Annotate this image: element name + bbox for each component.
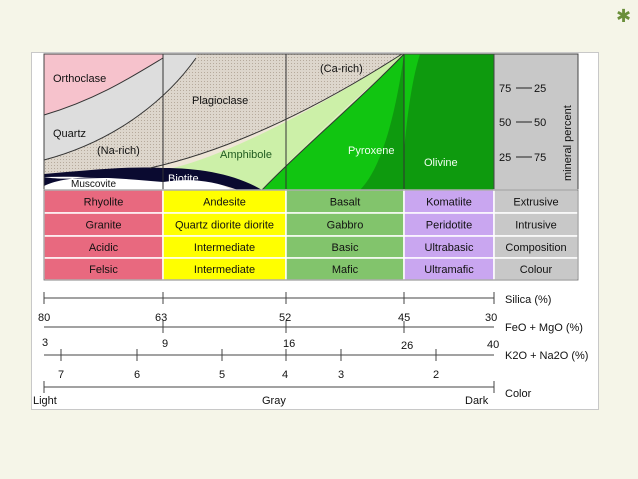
silica-value-30: 30 bbox=[485, 312, 497, 324]
legend-right-50: 50 bbox=[534, 117, 546, 129]
table-cell-text: Felsic bbox=[89, 264, 118, 276]
table-cell-text: Intrusive bbox=[515, 220, 557, 232]
table-cell-text: Quartz diorite diorite bbox=[175, 220, 274, 232]
label-amphibole: Amphibole bbox=[220, 149, 272, 161]
table-cell-text: Ultrabasic bbox=[425, 242, 474, 254]
table-cell-text: Colour bbox=[520, 264, 553, 276]
biotite-tail bbox=[44, 177, 110, 186]
table-cell-text: Intermediate bbox=[194, 242, 255, 254]
k2o-value-7: 7 bbox=[58, 369, 64, 381]
feo-value-26: 26 bbox=[401, 340, 413, 352]
table-cell-text: Extrusive bbox=[513, 197, 558, 209]
color-dark: Dark bbox=[465, 395, 489, 407]
label-muscovite: Muscovite bbox=[71, 179, 116, 190]
table-cell-text: Mafic bbox=[332, 264, 359, 276]
legend-left-50: 50 bbox=[499, 117, 511, 129]
legend-left-75: 75 bbox=[499, 83, 511, 95]
legend-title: mineral percent bbox=[562, 105, 574, 181]
label-quartz: Quartz bbox=[53, 128, 86, 140]
table-cell-text: Andesite bbox=[203, 197, 246, 209]
label-olivine: Olivine bbox=[424, 157, 458, 169]
orthoclase-boundary bbox=[43, 57, 164, 116]
silica-label: Silica (%) bbox=[505, 294, 551, 306]
table-cell-text: Komatiite bbox=[426, 197, 472, 209]
k2o-value-5: 5 bbox=[219, 369, 225, 381]
color-gray: Gray bbox=[262, 395, 286, 407]
label-biotite: Biotite bbox=[168, 173, 199, 185]
color-light: Light bbox=[33, 395, 57, 407]
table-cell-text: Intermediate bbox=[194, 264, 255, 276]
biotite-band bbox=[44, 167, 262, 190]
label-ca-rich: (Ca-rich) bbox=[320, 63, 363, 75]
pyroxene-boundary bbox=[261, 53, 405, 191]
legend-left-25: 25 bbox=[499, 152, 511, 164]
pyroxene-region bbox=[262, 54, 404, 190]
k2o-label: K2O + Na2O (%) bbox=[505, 350, 588, 362]
feo-value-3: 3 bbox=[42, 337, 48, 349]
feo-label: FeO + MgO (%) bbox=[505, 322, 583, 334]
rock-table: Rhyolite Granite Acidic Felsic Andesite Quart… bbox=[43, 189, 579, 281]
olivine-overlap bbox=[360, 54, 404, 190]
plagioclase-region bbox=[44, 54, 402, 175]
k2o-value-6: 6 bbox=[134, 369, 140, 381]
table-cell-text: Composition bbox=[505, 242, 566, 254]
k2o-value-3: 3 bbox=[338, 369, 344, 381]
table-cell-text: Peridotite bbox=[426, 220, 472, 232]
silica-value-45: 45 bbox=[398, 312, 410, 324]
olivine-region bbox=[404, 54, 494, 190]
table-cell-text: Acidic bbox=[89, 242, 119, 254]
label-pyroxene: Pyroxene bbox=[348, 145, 394, 157]
table-border bbox=[43, 189, 579, 281]
plagioclase-boundary bbox=[149, 53, 403, 169]
silica-value-80: 80 bbox=[38, 312, 50, 324]
color-label: Color bbox=[505, 388, 532, 400]
orthoclase-region bbox=[44, 54, 163, 115]
amphibole-region-2 bbox=[163, 54, 402, 190]
feo-value-16: 16 bbox=[283, 338, 295, 350]
scales: Silica (%) 80 63 52 45 30 FeO + MgO (%) … bbox=[33, 292, 588, 407]
feo-value-9: 9 bbox=[162, 338, 168, 350]
table-cell-text: Gabbro bbox=[327, 220, 364, 232]
legend-right-75: 75 bbox=[534, 152, 546, 164]
silica-value-52: 52 bbox=[279, 312, 291, 324]
table-cell-text: Basic bbox=[332, 242, 359, 254]
quartz-boundary bbox=[43, 57, 197, 161]
pyroxene-pocket bbox=[404, 54, 420, 150]
table-cell-text: Ultramafic bbox=[424, 264, 474, 276]
table-cell-text: Basalt bbox=[330, 197, 361, 209]
table-cell-text: Granite bbox=[85, 220, 121, 232]
label-na-rich: (Na-rich) bbox=[97, 145, 140, 157]
k2o-value-4: 4 bbox=[282, 369, 288, 381]
legend-right-25: 25 bbox=[534, 83, 546, 95]
label-plagioclase: Plagioclase bbox=[192, 95, 248, 107]
feo-value-40: 40 bbox=[487, 339, 499, 351]
label-orthoclase: Orthoclase bbox=[53, 73, 106, 85]
asterisk-icon: ✱ bbox=[616, 6, 632, 27]
table-cell-text: Rhyolite bbox=[84, 197, 124, 209]
mineral-percent-legend: 75 50 25 25 50 75 mineral percent bbox=[493, 53, 579, 191]
silica-value-63: 63 bbox=[155, 312, 167, 324]
quartz-region bbox=[44, 54, 196, 160]
k2o-value-2: 2 bbox=[433, 369, 439, 381]
mineral-chart: Orthoclase Quartz (Na-rich) Muscovite Pl… bbox=[43, 53, 495, 191]
